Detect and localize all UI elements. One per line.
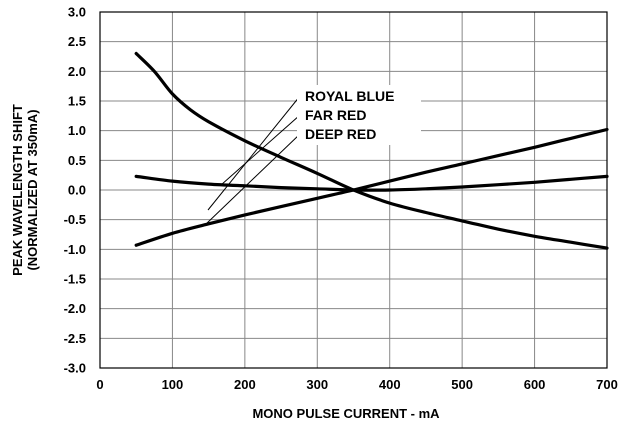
x-tick-label: 300 [306,377,328,392]
x-tick-label: 700 [596,377,618,392]
leader-line-deep-red [204,133,301,226]
x-tick-label: 0 [96,377,103,392]
y-axis-title: PEAK WAVELENGTH SHIFT (NORMALIZED AT 350… [10,104,40,276]
y-tick-label: 0.5 [68,153,86,168]
y-tick-label: -0.5 [64,212,86,227]
y-tick-label: -2.0 [64,301,86,316]
y-axis-title-line-2: (NORMALIZED AT 350mA) [25,109,40,270]
y-tick-labels: 3.0 2.5 2.0 1.5 1.0 0.5 0.0 -0.5 -1.0 -1.5 -2.0 -2.… [64,5,86,376]
y-tick-label: -3.0 [64,361,86,376]
legend-label-royal-blue: ROYAL BLUE [305,88,394,104]
y-tick-label: 1.5 [68,94,86,109]
legend-background [297,85,421,145]
x-tick-label: 500 [451,377,473,392]
y-tick-label: 2.5 [68,34,86,49]
leader-line-far-red [220,114,301,186]
legend-label-deep-red: DEEP RED [305,126,376,142]
legend: ROYAL BLUE FAR RED DEEP RED [297,85,421,145]
series-line-royal-blue [134,51,609,250]
x-tick-label: 100 [162,377,184,392]
series-line-far-red [134,174,609,192]
x-tick-labels: 0 100 200 300 400 500 600 700 [96,377,617,392]
x-axis-title: MONO PULSE CURRENT - mA [252,406,440,421]
y-tick-label: -2.5 [64,331,86,346]
legend-leader-lines [204,95,301,226]
x-tick-label: 600 [524,377,546,392]
y-tick-label: 3.0 [68,5,86,20]
leader-line-royal-blue [207,95,301,211]
series-lines [134,51,609,250]
y-tick-label: -1.5 [64,272,86,287]
x-tick-label: 400 [379,377,401,392]
y-tick-label: 0.0 [68,183,86,198]
y-tick-label: 1.0 [68,123,86,138]
y-tick-label: -1.0 [64,242,86,257]
series-line-deep-red [134,127,609,247]
x-tick-label: 200 [234,377,256,392]
legend-label-far-red: FAR RED [305,107,366,123]
y-tick-label: 2.0 [68,64,86,79]
y-axis-title-line-1: PEAK WAVELENGTH SHIFT [10,104,25,276]
plot-frame [99,11,608,369]
